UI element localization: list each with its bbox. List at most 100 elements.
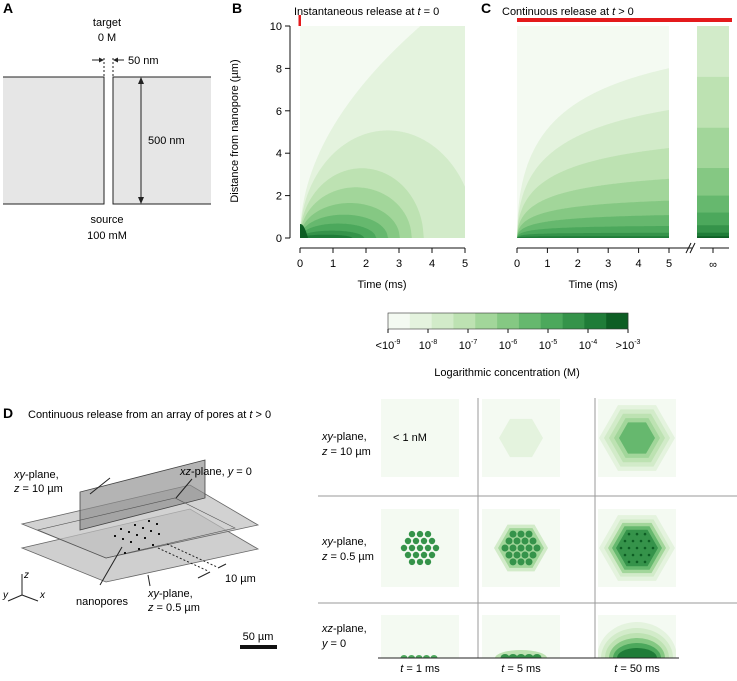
r1c3-ring-4 (619, 422, 655, 454)
scale-bar-label: 50 µm (243, 631, 274, 643)
spacing-guide-b (166, 543, 218, 568)
inf-tick-label: ∞ (709, 259, 717, 271)
r2c3-pore-2-0 (619, 546, 623, 550)
r2c1-pore-2-4 (432, 544, 440, 552)
pore-dot-0 (120, 528, 122, 530)
label-xz-plane: xz-plane, y = 0 (179, 466, 252, 478)
axis-break-1 (685, 242, 692, 254)
leader-xy10 (89, 477, 111, 495)
pore-dot-12 (158, 533, 160, 535)
row-label-3a: xz-plane, (321, 623, 367, 635)
panel-label-c: C (481, 0, 491, 16)
pore-arrowhead-right (113, 57, 118, 63)
r3c2-pore-3 (524, 654, 534, 658)
cell-r3-c2-pattern (495, 650, 547, 658)
instant-release-marker (298, 15, 301, 26)
r2c1-pore-4-0 (408, 558, 416, 566)
r2c1-pore-1-0 (404, 537, 412, 545)
membrane-right (113, 77, 211, 204)
panel-c-title: Continuous release at t > 0 (502, 6, 634, 18)
r3c2-pore-0 (500, 654, 510, 658)
colorbar-tick-label-4: 10-5 (539, 339, 558, 352)
axis-y-line (7, 594, 23, 602)
colorbar-swatch-6 (518, 313, 542, 329)
colorbar-swatch-2 (431, 313, 454, 329)
pore-dot-14 (138, 548, 140, 550)
r2c3-pore-2-3 (643, 546, 647, 550)
axesB-x-tick-label-1: 1 (330, 258, 336, 270)
below-threshold-label: < 1 nM (393, 432, 427, 444)
contour-b-core (300, 223, 308, 238)
panel-d-title: Continuous release from an array of pore… (28, 409, 271, 421)
colorbar-swatch-3 (453, 313, 476, 329)
col-label-1: t = 1 ms (400, 663, 440, 675)
r2c3-pore-3-1 (631, 553, 635, 557)
r2c3-pore-1-2 (639, 539, 643, 543)
axis-y-label: y (2, 590, 9, 601)
thickness-arrowhead-top (138, 77, 144, 84)
label-xy-plane-05: xy-plane, (147, 588, 193, 600)
r2c3-pore-1-1 (631, 539, 635, 543)
pore-dot-5 (142, 527, 144, 529)
cell-r2-c3-pattern (599, 515, 675, 581)
pore-dot-3 (114, 535, 116, 537)
steady-state-column (697, 26, 729, 238)
r2c3-pore-3-0 (623, 553, 627, 557)
r2c1-pore-2-0 (400, 544, 408, 552)
pore-arrowhead-left (99, 57, 104, 63)
row-label-2a: xy-plane, (321, 536, 367, 548)
membrane-thickness-label: 500 nm (148, 135, 185, 147)
axesC-x-tick-label-5: 5 (666, 258, 672, 270)
axesB-y-tick-label-5: 10 (270, 21, 282, 33)
axis-x-line (21, 594, 39, 602)
leader-xy05 (147, 574, 151, 587)
row-label-1a: xy-plane, (321, 431, 367, 443)
cell-r1-c3-pattern (599, 405, 675, 471)
r3c1-pore-3 (423, 655, 430, 658)
axesC-x-tick-label-1: 1 (544, 258, 550, 270)
colorbar-tick-label-5: 10-4 (579, 339, 598, 352)
spacing-arrow-b (217, 563, 227, 569)
r2c2-pore-2-0 (501, 544, 509, 552)
x-axis-label-b: Time (ms) (357, 279, 406, 291)
row-label-2b: z = 0.5 µm (321, 551, 374, 563)
r2c2-pore-2-2 (517, 544, 525, 552)
r2c2-pore-3-1 (513, 551, 521, 559)
panel-label-d: D (3, 405, 13, 421)
r2c1-pore-3-1 (412, 551, 420, 559)
source-concentration: 100 mM (87, 230, 127, 242)
colorbar-swatch-0 (388, 313, 411, 329)
colorbar-swatch-8 (562, 313, 585, 329)
axesB-x-tick-label-4: 4 (429, 258, 435, 270)
label-xy-plane-05-z: z = 0.5 µm (147, 602, 200, 614)
membrane-left-outline (3, 76, 105, 205)
axesB-y-tick-label-4: 8 (276, 63, 282, 75)
r2c1-pore-1-3 (428, 537, 436, 545)
cell-r2-c1-pattern (400, 530, 440, 566)
colorbar-swatch-5 (497, 313, 520, 329)
axes-c: 0 1 2 3 4 5 ∞ (514, 242, 729, 271)
r2c3-pore-2-4 (651, 546, 655, 550)
axesB-y-tick-label-2: 4 (276, 148, 282, 160)
r2c2-pore-1-1 (513, 537, 521, 545)
axesB-x-tick-label-0: 0 (297, 258, 303, 270)
r2c2-pore-2-4 (533, 544, 541, 552)
r2c3-pore-3-3 (647, 553, 651, 557)
r2c2-pore-3-3 (529, 551, 537, 559)
colorbar-tick-label-0: <10-9 (376, 339, 401, 352)
r2c2-pore-4-1 (517, 558, 525, 566)
axis-break-2 (689, 242, 696, 254)
r2c3-pore-0-1 (635, 532, 639, 536)
r2c3-pore-0-0 (627, 532, 631, 536)
axesB-y-tick-label-3: 6 (276, 106, 282, 118)
axesB-y-tick-label-1: 2 (276, 191, 282, 203)
nanopores-label: nanopores (76, 596, 128, 608)
axesB-x-tick-label-3: 3 (396, 258, 402, 270)
colorbar-swatch-10 (606, 313, 629, 329)
source-label: source (90, 214, 123, 226)
r3c1-pore-0 (400, 655, 408, 658)
axesB-x-tick-label-5: 5 (462, 258, 468, 270)
r2c1-pore-0-2 (424, 530, 432, 538)
panel-a-schematic (3, 57, 211, 205)
pore-array-3d (7, 459, 277, 649)
